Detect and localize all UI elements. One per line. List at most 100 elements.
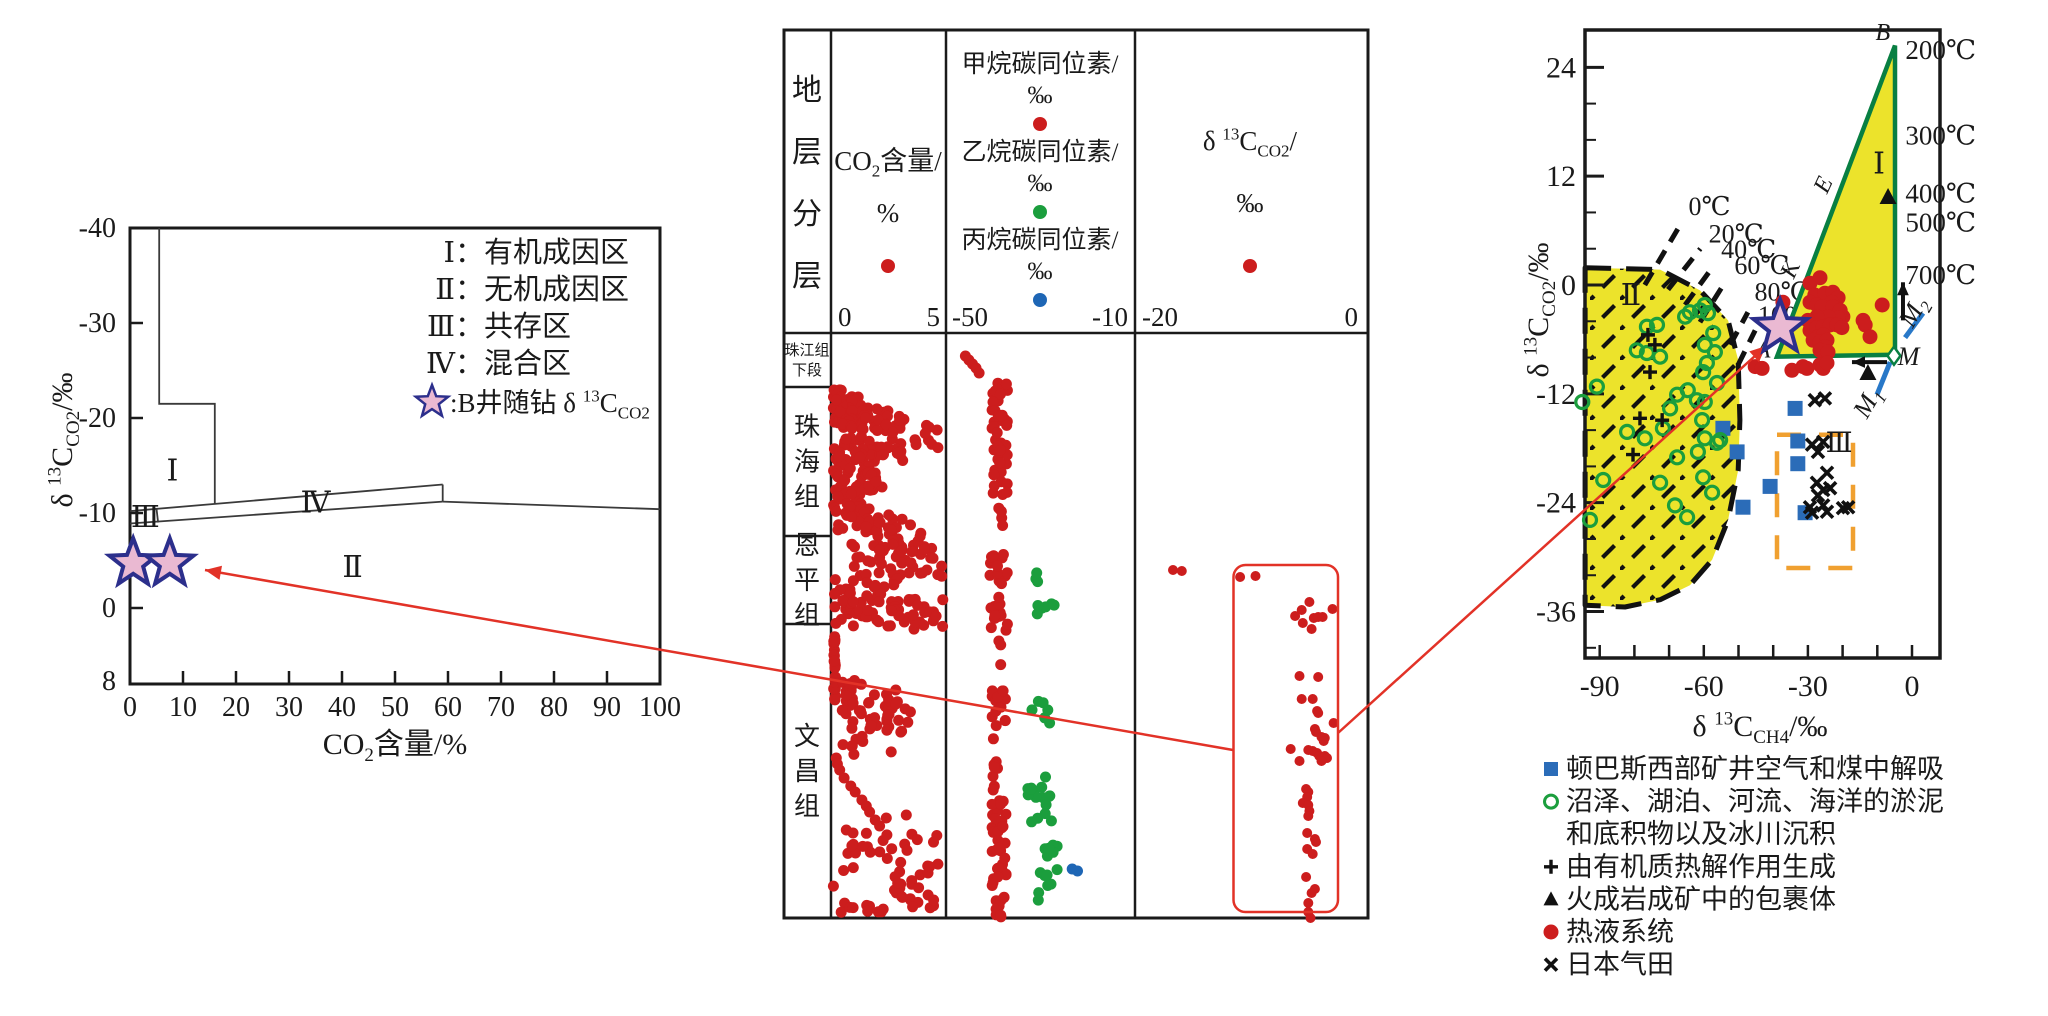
data-point bbox=[1715, 420, 1731, 436]
data-point bbox=[874, 820, 886, 832]
data-point bbox=[1040, 771, 1051, 783]
data-point bbox=[888, 579, 900, 591]
data-point bbox=[846, 405, 858, 417]
label-part: 13 bbox=[583, 387, 600, 406]
data-point bbox=[1689, 443, 1707, 460]
data-point bbox=[896, 557, 908, 569]
zone-label: Ⅲ bbox=[131, 501, 160, 534]
data-point bbox=[890, 698, 902, 710]
data-point bbox=[1043, 790, 1055, 802]
data-point bbox=[1051, 864, 1063, 876]
data-point bbox=[1618, 423, 1636, 440]
data-point bbox=[992, 862, 1004, 874]
data-point bbox=[1036, 781, 1048, 793]
data-point bbox=[1297, 618, 1308, 628]
data-point bbox=[846, 740, 858, 752]
b-well-star bbox=[140, 532, 199, 589]
data-point bbox=[839, 474, 851, 486]
isotope-column-unit: ‰ bbox=[1028, 258, 1053, 285]
data-point bbox=[997, 821, 1009, 833]
x-tick-label: 90 bbox=[593, 692, 621, 723]
data-point bbox=[872, 414, 884, 426]
temp-isoline-label: 0℃ bbox=[1689, 192, 1731, 221]
data-point bbox=[835, 613, 847, 625]
y-tick-label: 12 bbox=[1546, 160, 1576, 193]
data-point bbox=[1636, 430, 1653, 447]
strat-header-char: 地 bbox=[792, 74, 822, 107]
x-tick-label: 100 bbox=[639, 692, 681, 723]
label-part: CO bbox=[834, 146, 872, 176]
left-y-axis-title: δ 13CCO2/‰ bbox=[45, 373, 85, 508]
legend-text: 热液系统 bbox=[1566, 917, 1674, 947]
data-point bbox=[1628, 342, 1645, 359]
scale-min: -20 bbox=[1142, 302, 1178, 332]
data-point bbox=[834, 406, 846, 418]
label-part: CO2 bbox=[63, 411, 84, 447]
data-point bbox=[911, 834, 923, 846]
region-II-hatch bbox=[1585, 267, 1740, 607]
data-point bbox=[836, 704, 848, 716]
data-point bbox=[830, 394, 842, 406]
data-point bbox=[1313, 708, 1324, 718]
data-point bbox=[883, 709, 895, 720]
region-I-label: Ⅰ bbox=[1873, 147, 1885, 180]
data-point bbox=[838, 865, 850, 876]
data-point bbox=[1045, 815, 1057, 827]
data-point bbox=[829, 601, 841, 613]
data-point bbox=[1290, 611, 1301, 621]
label-part: 含量/ bbox=[880, 146, 942, 176]
data-point bbox=[993, 842, 1005, 854]
data-point bbox=[913, 882, 925, 894]
up-arrow-head bbox=[1897, 282, 1909, 296]
data-point bbox=[896, 891, 908, 903]
co2-marker-dot bbox=[881, 259, 895, 273]
data-point bbox=[873, 596, 885, 608]
data-point bbox=[987, 396, 999, 408]
x-tick-label: 80 bbox=[540, 692, 568, 723]
data-point bbox=[1000, 868, 1012, 880]
data-point bbox=[919, 428, 931, 439]
data-point bbox=[1041, 869, 1053, 881]
y-end-label: 8 bbox=[102, 666, 116, 697]
data-point bbox=[1296, 605, 1307, 615]
data-point bbox=[997, 520, 1009, 531]
data-point bbox=[1668, 449, 1686, 466]
data-point bbox=[1643, 365, 1658, 380]
x-tick-label: 70 bbox=[487, 692, 515, 723]
data-point bbox=[1001, 419, 1013, 431]
data-point bbox=[829, 694, 841, 706]
arrow-to-left-stars-line bbox=[204, 568, 1234, 752]
data-point bbox=[1235, 572, 1246, 582]
data-point bbox=[896, 545, 907, 557]
data-point bbox=[857, 840, 869, 852]
data-point bbox=[987, 784, 999, 796]
data-point bbox=[1306, 888, 1317, 898]
data-point bbox=[1313, 672, 1324, 682]
data-point bbox=[918, 619, 930, 631]
data-point bbox=[1694, 469, 1712, 486]
data-point bbox=[1819, 504, 1835, 520]
zone-boundary bbox=[158, 228, 216, 505]
data-point bbox=[883, 509, 895, 521]
data-point bbox=[932, 442, 944, 454]
data-point bbox=[907, 609, 919, 621]
strat-header-char: 层 bbox=[792, 260, 822, 293]
data-point bbox=[848, 560, 860, 572]
data-point bbox=[988, 761, 1000, 773]
temp-scale-label: 400℃ bbox=[1905, 178, 1976, 208]
data-point bbox=[1703, 484, 1721, 501]
strat-label: 组 bbox=[794, 792, 820, 821]
data-point bbox=[1176, 566, 1187, 576]
legend-star-icon bbox=[412, 381, 452, 419]
data-point bbox=[1048, 599, 1060, 611]
data-point bbox=[1822, 480, 1838, 496]
label-part: CH4 bbox=[1753, 727, 1789, 748]
data-point bbox=[893, 714, 905, 726]
data-point bbox=[833, 451, 845, 463]
data-point bbox=[1647, 337, 1662, 352]
data-point bbox=[1812, 270, 1828, 286]
data-point bbox=[895, 726, 907, 738]
data-point bbox=[1711, 432, 1729, 449]
data-point bbox=[828, 655, 840, 667]
legend-symbol: Ⅱ bbox=[435, 274, 455, 306]
